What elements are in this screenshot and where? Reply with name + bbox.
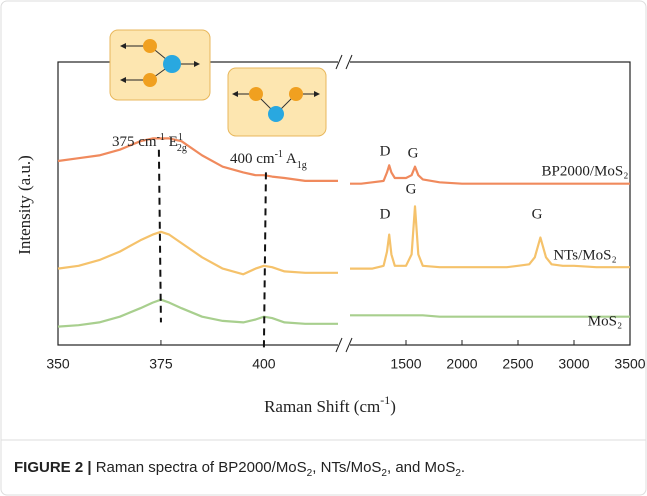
spectrum-line [350, 314, 630, 318]
text-part: 375 cm [112, 134, 157, 150]
series-label: NTs/MoS₂ [553, 247, 616, 263]
spectrum-line [57, 298, 338, 328]
series-label: BP2000/MoS₂ [542, 163, 629, 179]
spectrum-line [57, 137, 338, 182]
text-part: FIGURE 2 | [14, 459, 92, 476]
text-part: . [461, 459, 465, 476]
text-part: -1 [275, 149, 283, 160]
x-tick-label: 3000 [558, 356, 589, 372]
peak-annotation: 400 cm-1 A1g [230, 149, 307, 171]
text-part: Raman Shift (cm [264, 397, 380, 416]
peak-label: G [406, 181, 417, 197]
x-axis-label: Raman Shift (cm-1) [264, 393, 396, 416]
text-part: 2 [381, 468, 387, 479]
text-part: ) [390, 397, 396, 416]
text-part: 2 [307, 468, 313, 479]
text-part: -1 [380, 393, 390, 407]
spectrum-line [350, 164, 630, 185]
text-part: 2g [177, 143, 187, 154]
text-part: A [283, 151, 297, 167]
peak-label: G [408, 145, 419, 161]
text-part: , and MoS [387, 459, 455, 476]
text-part: Raman spectra of BP2000/MoS [92, 459, 307, 476]
spectrum-line [57, 230, 338, 276]
text-part: E [165, 134, 178, 150]
caption: FIGURE 2 | Raman spectra of BP2000/MoS2,… [14, 459, 465, 479]
text-part: , NTs/MoS [312, 459, 381, 476]
axis-break [335, 54, 353, 353]
x-tick-label: 350 [46, 356, 70, 372]
text-part: 2 [455, 468, 461, 479]
icon-a1g [227, 67, 327, 137]
x-tick-label: 375 [149, 356, 173, 372]
x-tick-label: 1500 [390, 356, 421, 372]
text-part: -1 [157, 132, 165, 143]
peak-label: D [380, 143, 391, 159]
spectrum-line [350, 205, 630, 270]
x-tick-label: 2500 [502, 356, 533, 372]
peak-label: G [532, 206, 543, 222]
x-tick-label: 400 [252, 356, 276, 372]
text-part: 400 cm [230, 151, 275, 167]
series-label: MoS₂ [588, 313, 622, 329]
peak-label: D [380, 206, 391, 222]
icon-e2g [109, 29, 211, 101]
x-tick-label: 2000 [446, 356, 477, 372]
y-axis-label: Intensity (a.u.) [15, 155, 34, 255]
x-tick-label: 3500 [614, 356, 645, 372]
peak-line [157, 149, 162, 323]
peak-annotation: 375 cm-1 E1 2g [112, 132, 187, 154]
text-part: 1 [178, 132, 183, 143]
peak-line [262, 172, 267, 351]
text-part: 1g [297, 160, 307, 171]
